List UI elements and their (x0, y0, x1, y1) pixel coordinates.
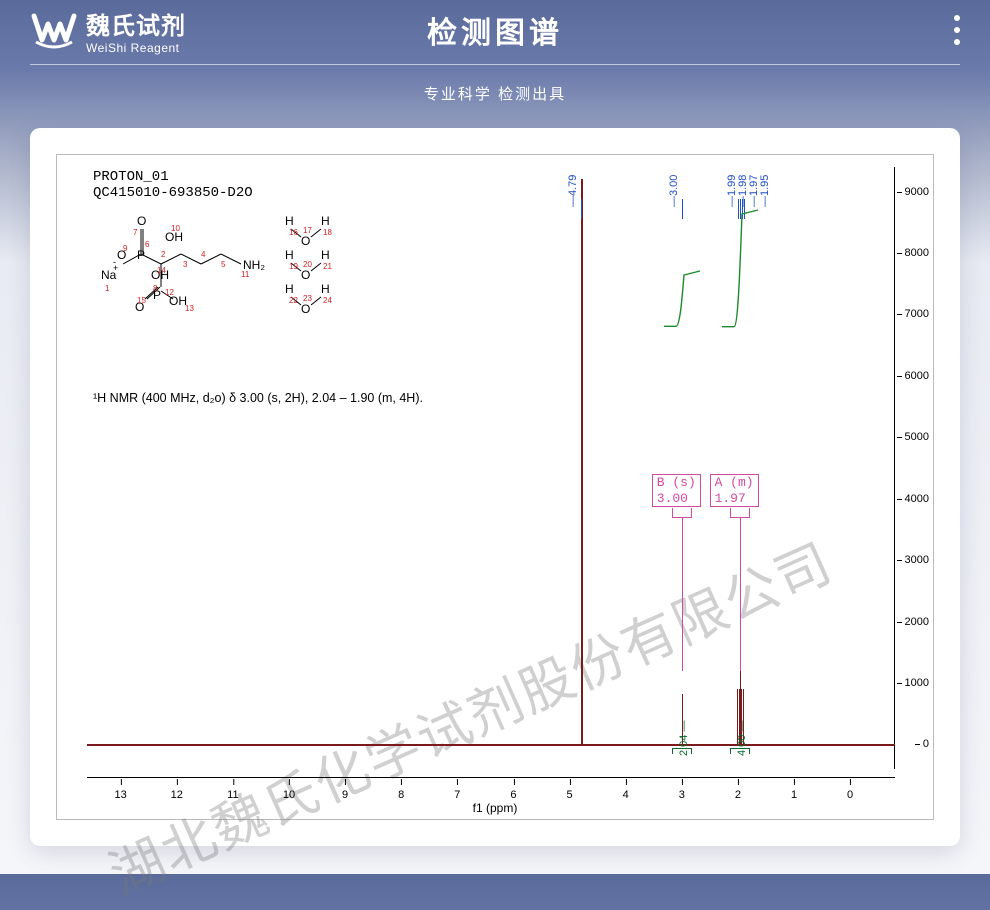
region-box: B (s)3.00 (652, 474, 701, 507)
x-tick: 8 (398, 789, 404, 801)
peak-label: —4.79 (567, 175, 579, 207)
x-tick: 9 (342, 789, 348, 801)
svg-text:9: 9 (123, 244, 128, 253)
svg-text:20: 20 (303, 260, 312, 269)
spectrum-baseline (87, 744, 895, 745)
nmr-plot: f1 (ppm) PROTON_01 QC415010-693850-D2O ¹… (56, 154, 934, 820)
integral-bracket (672, 748, 692, 754)
region-lead (682, 518, 683, 671)
more-icon[interactable] (954, 15, 960, 45)
x-tick: 6 (510, 789, 516, 801)
y-tick: 9000 (905, 186, 929, 198)
header: 魏氏试剂 WeiShi Reagent 检测图谱 (0, 0, 990, 60)
x-tick: 5 (566, 789, 572, 801)
svg-text:3: 3 (183, 260, 188, 269)
x-tick: 0 (847, 789, 853, 801)
svg-text:8: 8 (153, 284, 158, 293)
integral-curve (664, 271, 700, 326)
x-tick: 2 (735, 789, 741, 801)
y-tick: 1000 (905, 677, 929, 689)
svg-text:13: 13 (185, 304, 194, 313)
x-tick: 12 (171, 789, 183, 801)
peak-lead-line (682, 199, 683, 219)
peak-label: —1.98 (737, 175, 749, 207)
x-tick: 4 (623, 789, 629, 801)
svg-text:H: H (321, 214, 330, 228)
svg-text:23: 23 (303, 294, 312, 303)
y-tick: 4000 (905, 493, 929, 505)
x-tick: 10 (283, 789, 295, 801)
svg-text:H: H (321, 248, 330, 262)
svg-text:18: 18 (323, 228, 332, 237)
svg-text:24: 24 (323, 296, 332, 305)
logo-icon (30, 10, 78, 50)
nmr-peak (581, 179, 582, 744)
peak-label: —1.97 (748, 175, 760, 207)
svg-text:19: 19 (289, 262, 298, 271)
svg-text:15: 15 (137, 296, 146, 305)
peak-lead-line (581, 199, 582, 219)
x-tick: 1 (791, 789, 797, 801)
y-tick: 7000 (905, 308, 929, 320)
region-box: A (m)1.97 (710, 474, 759, 507)
logo-text-cn: 魏氏试剂 (86, 6, 186, 41)
svg-text:O: O (301, 268, 310, 282)
chemical-structure: Na+ O- O P OH P O OH OH NH₂ HOH HOH HOH … (93, 199, 343, 319)
peak-label: —1.99 (726, 175, 738, 207)
svg-text:O: O (137, 214, 146, 228)
subtitle: 专业科学 检测出具 (0, 65, 990, 128)
x-tick: 3 (679, 789, 685, 801)
svg-text:12: 12 (165, 288, 174, 297)
y-tick: 2000 (905, 616, 929, 628)
y-tick: 6000 (905, 370, 929, 382)
peak-label: —3.00 (668, 175, 680, 207)
proton-title: PROTON_01 (93, 169, 169, 185)
svg-text:2: 2 (161, 250, 166, 259)
nmr-summary: ¹H NMR (400 MHz, d₂o) δ 3.00 (s, 2H), 2.… (93, 391, 423, 405)
region-lead (740, 518, 741, 671)
x-axis-label: f1 (ppm) (473, 801, 518, 815)
svg-text:H: H (285, 248, 294, 262)
peak-label: —1.95 (759, 175, 771, 207)
svg-text:16: 16 (289, 228, 298, 237)
x-tick: 7 (454, 789, 460, 801)
logo-text-en: WeiShi Reagent (86, 41, 186, 55)
svg-text:O: O (301, 234, 310, 248)
svg-text:H: H (321, 282, 330, 296)
svg-text:H: H (285, 214, 294, 228)
svg-text:6: 6 (145, 240, 150, 249)
svg-text:11: 11 (241, 270, 250, 279)
region-bracket (672, 508, 692, 518)
svg-text:4: 4 (201, 250, 206, 259)
y-tick: 3000 (905, 554, 929, 566)
y-tick: 8000 (905, 247, 929, 259)
x-axis-line (87, 777, 895, 778)
region-bracket (730, 508, 750, 518)
svg-text:17: 17 (303, 226, 312, 235)
svg-text:1: 1 (105, 284, 110, 293)
svg-text:5: 5 (221, 260, 226, 269)
svg-text:14: 14 (157, 266, 166, 275)
svg-text:21: 21 (323, 262, 332, 271)
integral-curve (722, 210, 758, 327)
x-tick: 11 (227, 789, 238, 801)
y-axis-line (894, 167, 895, 769)
y-tick: 5000 (905, 431, 929, 443)
watermark: 湖北魏氏化学试剂股份有限公司 (95, 519, 843, 910)
svg-text:-: - (113, 257, 116, 267)
svg-text:P: P (137, 248, 145, 262)
svg-text:10: 10 (171, 224, 180, 233)
page-title: 检测图谱 (427, 8, 563, 52)
x-tick: 13 (115, 789, 127, 801)
svg-text:22: 22 (289, 296, 298, 305)
svg-text:H: H (285, 282, 294, 296)
integral-bracket (730, 748, 750, 754)
svg-text:O: O (301, 302, 310, 316)
logo: 魏氏试剂 WeiShi Reagent (30, 6, 186, 55)
svg-text:7: 7 (133, 228, 138, 237)
spectrum-card: f1 (ppm) PROTON_01 QC415010-693850-D2O ¹… (30, 128, 960, 846)
y-tick: 0 (923, 738, 929, 750)
